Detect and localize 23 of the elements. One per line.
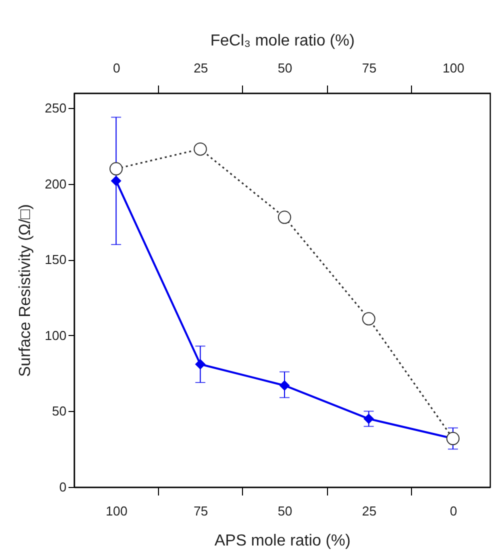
point bbox=[363, 414, 374, 424]
x-tick-label: 0 bbox=[450, 504, 458, 518]
x-tick-label: 100 bbox=[106, 504, 128, 518]
x2-tick-label: 50 bbox=[278, 60, 292, 76]
point bbox=[195, 359, 206, 370]
x-tick-label: 50 bbox=[278, 504, 292, 518]
x2-tick-label: 100 bbox=[442, 60, 464, 76]
x-axis-title: APS mole ratio (%) bbox=[214, 532, 351, 550]
y-tick-label: 250 bbox=[44, 100, 66, 116]
x2-tick-label: 25 bbox=[194, 60, 208, 76]
x-tick-label: 75 bbox=[194, 504, 208, 518]
y-tick-label: 50 bbox=[52, 404, 66, 419]
y-tick-label: 100 bbox=[44, 328, 66, 343]
y-tick-label: 0 bbox=[59, 480, 66, 494]
point bbox=[110, 176, 122, 186]
x-tick-label: 25 bbox=[362, 504, 376, 518]
y-tick-label: 200 bbox=[44, 176, 66, 192]
point bbox=[279, 380, 290, 391]
x2-axis-title: FeCl₃ mole ratio (%) bbox=[210, 32, 355, 50]
x2-tick-label: 0 bbox=[112, 60, 120, 76]
y-tick-label: 150 bbox=[44, 252, 66, 268]
x2-tick-label: 75 bbox=[362, 60, 376, 76]
y-axis-title: Surface Resistivity (Ω/□) bbox=[16, 204, 34, 377]
